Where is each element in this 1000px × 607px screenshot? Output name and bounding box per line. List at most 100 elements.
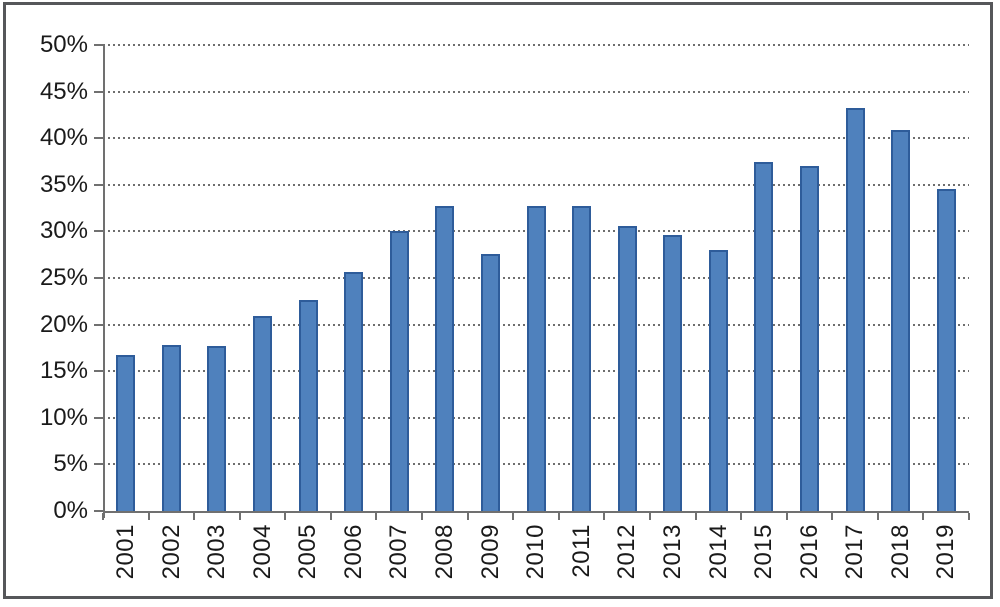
x-tick-label: 2001 (111, 524, 139, 580)
x-label-slot: 2003 (194, 524, 240, 596)
bar-2018 (891, 129, 911, 511)
x-tick-label: 2010 (522, 524, 550, 580)
x-label-slot: 2015 (741, 524, 787, 596)
x-tick-label: 2014 (704, 524, 732, 580)
y-axis-tick (94, 44, 103, 46)
y-tick-label: 20% (39, 310, 88, 338)
x-axis-tick (466, 513, 469, 520)
x-axis-tick (876, 513, 879, 520)
x-axis-tick (648, 513, 651, 520)
gridline (103, 183, 969, 186)
bar-chart: 0% 5% 10% 15% 20% 25% 30% 35% 40% 45% 50% 2001 2002… (6, 5, 990, 596)
x-tick-label: 2018 (886, 524, 914, 580)
x-tick-label: 2005 (294, 524, 322, 580)
bar-2007 (389, 231, 409, 511)
bar-2012 (617, 225, 637, 511)
gridline (103, 90, 969, 93)
y-tick-label: 50% (39, 31, 88, 58)
x-label-slot: 2008 (422, 524, 468, 596)
x-label-slot: 2007 (376, 524, 422, 596)
y-axis-tick (94, 137, 103, 140)
x-label-slot: 2002 (149, 524, 195, 596)
x-axis-tick (831, 513, 834, 520)
x-tick-label: 2012 (613, 524, 641, 580)
x-label-slot: 2011 (559, 524, 605, 596)
x-label-slot: 2005 (285, 524, 331, 596)
x-axis-tick (284, 513, 287, 520)
bar-2008 (435, 206, 455, 511)
y-tick-label: 40% (39, 124, 88, 152)
x-axis-tick (603, 513, 606, 520)
x-tick-label: 2019 (932, 524, 960, 580)
bar-2014 (708, 250, 728, 511)
bar-2019 (936, 189, 956, 511)
x-tick-label: 2009 (476, 524, 504, 580)
y-axis-tick (94, 463, 103, 466)
bar-2011 (572, 206, 592, 511)
bar-2005 (298, 300, 318, 511)
x-axis-line (103, 511, 969, 513)
y-tick-label: 15% (39, 357, 88, 385)
x-axis-tick (193, 513, 196, 520)
bar-2001 (116, 355, 136, 511)
x-tick-label: 2003 (203, 524, 231, 580)
x-axis-tick (785, 513, 788, 520)
y-axis-tick (94, 90, 103, 93)
x-label-slot: 2001 (103, 524, 149, 596)
gridline (103, 137, 969, 140)
x-label-slot: 2012 (604, 524, 650, 596)
x-label-slot: 2006 (331, 524, 377, 596)
x-tick-label: 2008 (431, 524, 459, 580)
bar-2010 (526, 206, 546, 511)
gridline (103, 44, 969, 46)
chart-frame: 0% 5% 10% 15% 20% 25% 30% 35% 40% 45% 50% 2001 2002… (3, 2, 993, 599)
bar-2002 (161, 345, 181, 511)
x-tick-label: 2004 (248, 524, 276, 580)
y-tick-label: 0% (53, 497, 88, 524)
x-label-slot: 2010 (513, 524, 559, 596)
y-axis-tick (94, 510, 103, 512)
y-axis-tick (94, 230, 103, 233)
bar-2006 (344, 272, 364, 511)
y-tick-label: 35% (39, 170, 88, 198)
x-tick-label: 2015 (750, 524, 778, 580)
bar-2016 (799, 166, 819, 511)
y-axis-tick (94, 277, 103, 279)
x-tick-label: 2006 (339, 524, 367, 580)
x-tick-label: 2007 (385, 524, 413, 580)
x-axis-tick (102, 513, 104, 520)
x-tick-label: 2002 (157, 524, 185, 580)
x-axis-tick (238, 513, 241, 520)
x-label-slot: 2004 (240, 524, 286, 596)
y-tick-label: 45% (39, 77, 88, 105)
y-axis-tick (94, 183, 103, 186)
y-tick-label: 5% (53, 450, 88, 478)
x-label-slot: 2016 (787, 524, 833, 596)
y-tick-label: 25% (39, 264, 88, 291)
bar-2017 (845, 108, 865, 511)
bar-2009 (480, 253, 500, 511)
x-axis-tick (740, 513, 743, 520)
x-label-slot: 2013 (650, 524, 696, 596)
x-label-slot: 2014 (696, 524, 742, 596)
x-axis-tick (694, 513, 697, 520)
bar-2013 (663, 235, 683, 511)
x-tick-label: 2013 (658, 524, 686, 580)
bar-2004 (253, 316, 273, 511)
bar-2003 (207, 346, 227, 511)
x-tick-label: 2011 (567, 524, 595, 578)
bar-2015 (754, 161, 774, 511)
y-tick-label: 30% (39, 217, 88, 245)
x-tick-label: 2017 (841, 524, 869, 580)
x-axis-tick (968, 513, 970, 520)
plot-area (94, 44, 970, 520)
x-label-slot: 2009 (468, 524, 514, 596)
y-axis-tick (94, 416, 103, 419)
y-axis-tick (94, 323, 103, 326)
x-label-slot: 2018 (878, 524, 924, 596)
x-axis-tick (557, 513, 560, 520)
x-axis-tick (375, 513, 378, 520)
y-axis-tick (94, 370, 103, 373)
x-tick-label: 2016 (795, 524, 823, 580)
x-label-slot: 2019 (923, 524, 969, 596)
